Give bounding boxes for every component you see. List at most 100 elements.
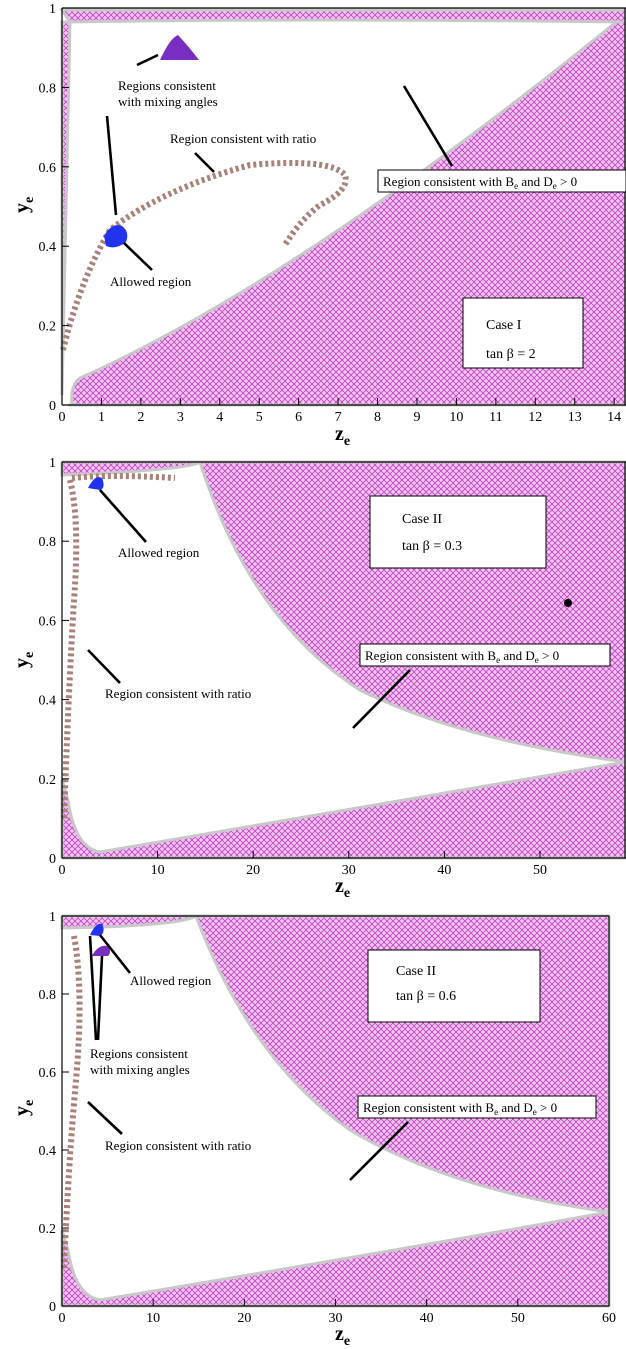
bottom-hatched-lower	[60, 1210, 611, 1308]
x-tick-label: 50	[533, 863, 547, 878]
y-tick-label: 0.2	[39, 773, 57, 788]
middle-arrow-ratio	[87, 649, 121, 684]
x-tick-label: 30	[342, 863, 356, 878]
top-arrow-allowed	[123, 242, 153, 271]
bottom-arrow-allowed	[98, 934, 132, 974]
middle-hatched-lower	[60, 760, 626, 860]
x-tick-label: 0	[59, 863, 66, 878]
x-tick-label: 2	[137, 410, 144, 425]
middle-ylabel: ye	[11, 652, 37, 668]
x-tick-label: 20	[246, 863, 260, 878]
hatched-left-sliver	[60, 20, 72, 396]
y-tick-label: 1	[49, 2, 56, 17]
bottom-anno-be: Region consistent with Be and De > 0	[363, 1100, 557, 1117]
y-tick-label: 0.8	[39, 988, 57, 1003]
y-tick-label: 0.6	[39, 1066, 57, 1081]
middle-case-line1: Case II	[402, 512, 442, 527]
middle-xlabel: ze	[335, 875, 350, 901]
x-tick-label: 50	[511, 1311, 525, 1326]
bottom-case-line2: tan β = 0.6	[396, 989, 456, 1004]
top-anno-ratio: Region consistent with ratio	[170, 131, 316, 146]
bottom-case-line1: Case II	[396, 964, 436, 979]
bottom-arrow-mixing-b	[96, 955, 104, 1041]
middle-case-line2: tan β = 0.3	[402, 539, 462, 554]
ratio-band-middle	[61, 479, 80, 821]
x-tick-label: 60	[602, 1311, 616, 1326]
x-tick-label: 4	[216, 410, 223, 425]
y-tick-label: 0.4	[39, 1144, 57, 1159]
top-anno-allowed: Allowed region	[110, 274, 192, 289]
x-tick-label: 9	[413, 410, 420, 425]
bottom-case-box	[367, 949, 541, 1023]
top-anno-be-box	[377, 169, 626, 193]
x-tick-label: 12	[528, 410, 542, 425]
bottom-anno-mixing-1: Regions consistent	[90, 1046, 188, 1061]
x-tick-label: 1	[98, 410, 105, 425]
y-tick-label: 0.6	[39, 614, 57, 629]
y-tick-label: 0	[49, 1300, 56, 1315]
x-tick-label: 6	[295, 410, 302, 425]
panel-bottom: 0 10 20 30 40 50 60 0 0.2 0.4 0.6 0.8 1 ze ye Case I…	[11, 910, 626, 1349]
bottom-arrow-mixing-a	[88, 935, 98, 1041]
y-tick-label: 0.4	[39, 240, 57, 255]
x-tick-label: 20	[237, 1311, 251, 1326]
top-anno-mixing-1: Regions consistent	[118, 78, 216, 93]
y-tick-label: 0.2	[39, 1222, 57, 1237]
top-case-line2: tan β = 2	[486, 347, 536, 362]
bottom-anno-ratio: Region consistent with ratio	[105, 1138, 251, 1153]
middle-marker-point	[564, 599, 572, 607]
middle-anno-allowed: Allowed region	[118, 545, 200, 560]
y-tick-label: 0	[49, 399, 56, 414]
x-tick-label: 30	[329, 1311, 343, 1326]
x-tick-label: 40	[437, 863, 451, 878]
bottom-arrow-be	[349, 1121, 409, 1181]
top-xlabel: ze	[335, 423, 350, 449]
bottom-anno-allowed: Allowed region	[130, 973, 212, 988]
bottom-xlabel: ze	[335, 1323, 350, 1349]
bottom-ylabel: ye	[11, 1100, 37, 1116]
y-tick-label: 0	[49, 852, 56, 867]
bottom-hatched-top-band	[60, 914, 202, 930]
y-tick-label: 0.4	[39, 694, 57, 709]
x-tick-label: 7	[335, 410, 342, 425]
bottom-axis-ticks: 0 10 20 30 40 50 60 0 0.2 0.4 0.6 0.8 1	[39, 910, 617, 1326]
middle-arrow-be	[352, 669, 411, 729]
top-case-line1: Case I	[486, 318, 522, 333]
top-anno-be: Region consistent with Be and De > 0	[383, 174, 577, 191]
y-tick-label: 0.6	[39, 161, 57, 176]
x-tick-label: 40	[420, 1311, 434, 1326]
bottom-anno-mixing-2: with mixing angles	[90, 1062, 190, 1077]
top-ylabel: ye	[11, 197, 37, 213]
x-tick-label: 11	[489, 410, 502, 425]
hatched-top-band	[59, 8, 626, 24]
x-tick-label: 10	[151, 863, 165, 878]
y-tick-label: 1	[49, 456, 56, 471]
ratio-band-top	[60, 159, 349, 351]
ratio-band-bottom	[61, 935, 83, 1271]
mixing-region-top	[160, 35, 199, 60]
top-arrow-mixing-a	[136, 53, 159, 67]
middle-hatched-top-band	[60, 460, 205, 477]
allowed-region-bottom	[90, 923, 104, 936]
mixing-region-bottom	[92, 945, 110, 956]
middle-anno-be-box	[359, 643, 611, 667]
top-arrow-ratio	[194, 152, 215, 173]
top-case-box	[462, 297, 584, 369]
top-arrow-be	[402, 85, 454, 167]
y-tick-label: 0.2	[39, 320, 57, 335]
x-tick-label: 5	[256, 410, 263, 425]
top-anno-mixing-2: with mixing angles	[118, 94, 218, 109]
middle-case-box	[369, 495, 547, 569]
middle-axis-ticks: 0 10 20 30 40 50 0 0.2 0.4 0.6 0.8 1	[39, 456, 547, 878]
top-arrow-mixing-b	[105, 115, 118, 216]
middle-anno-ratio: Region consistent with ratio	[105, 686, 251, 701]
y-tick-label: 0.8	[39, 81, 57, 96]
y-tick-label: 0.8	[39, 535, 57, 550]
x-tick-label: 8	[374, 410, 381, 425]
ratio-band-middle-top	[71, 473, 176, 481]
middle-arrow-allowed	[99, 489, 147, 543]
middle-anno-be: Region consistent with Be and De > 0	[365, 648, 559, 665]
